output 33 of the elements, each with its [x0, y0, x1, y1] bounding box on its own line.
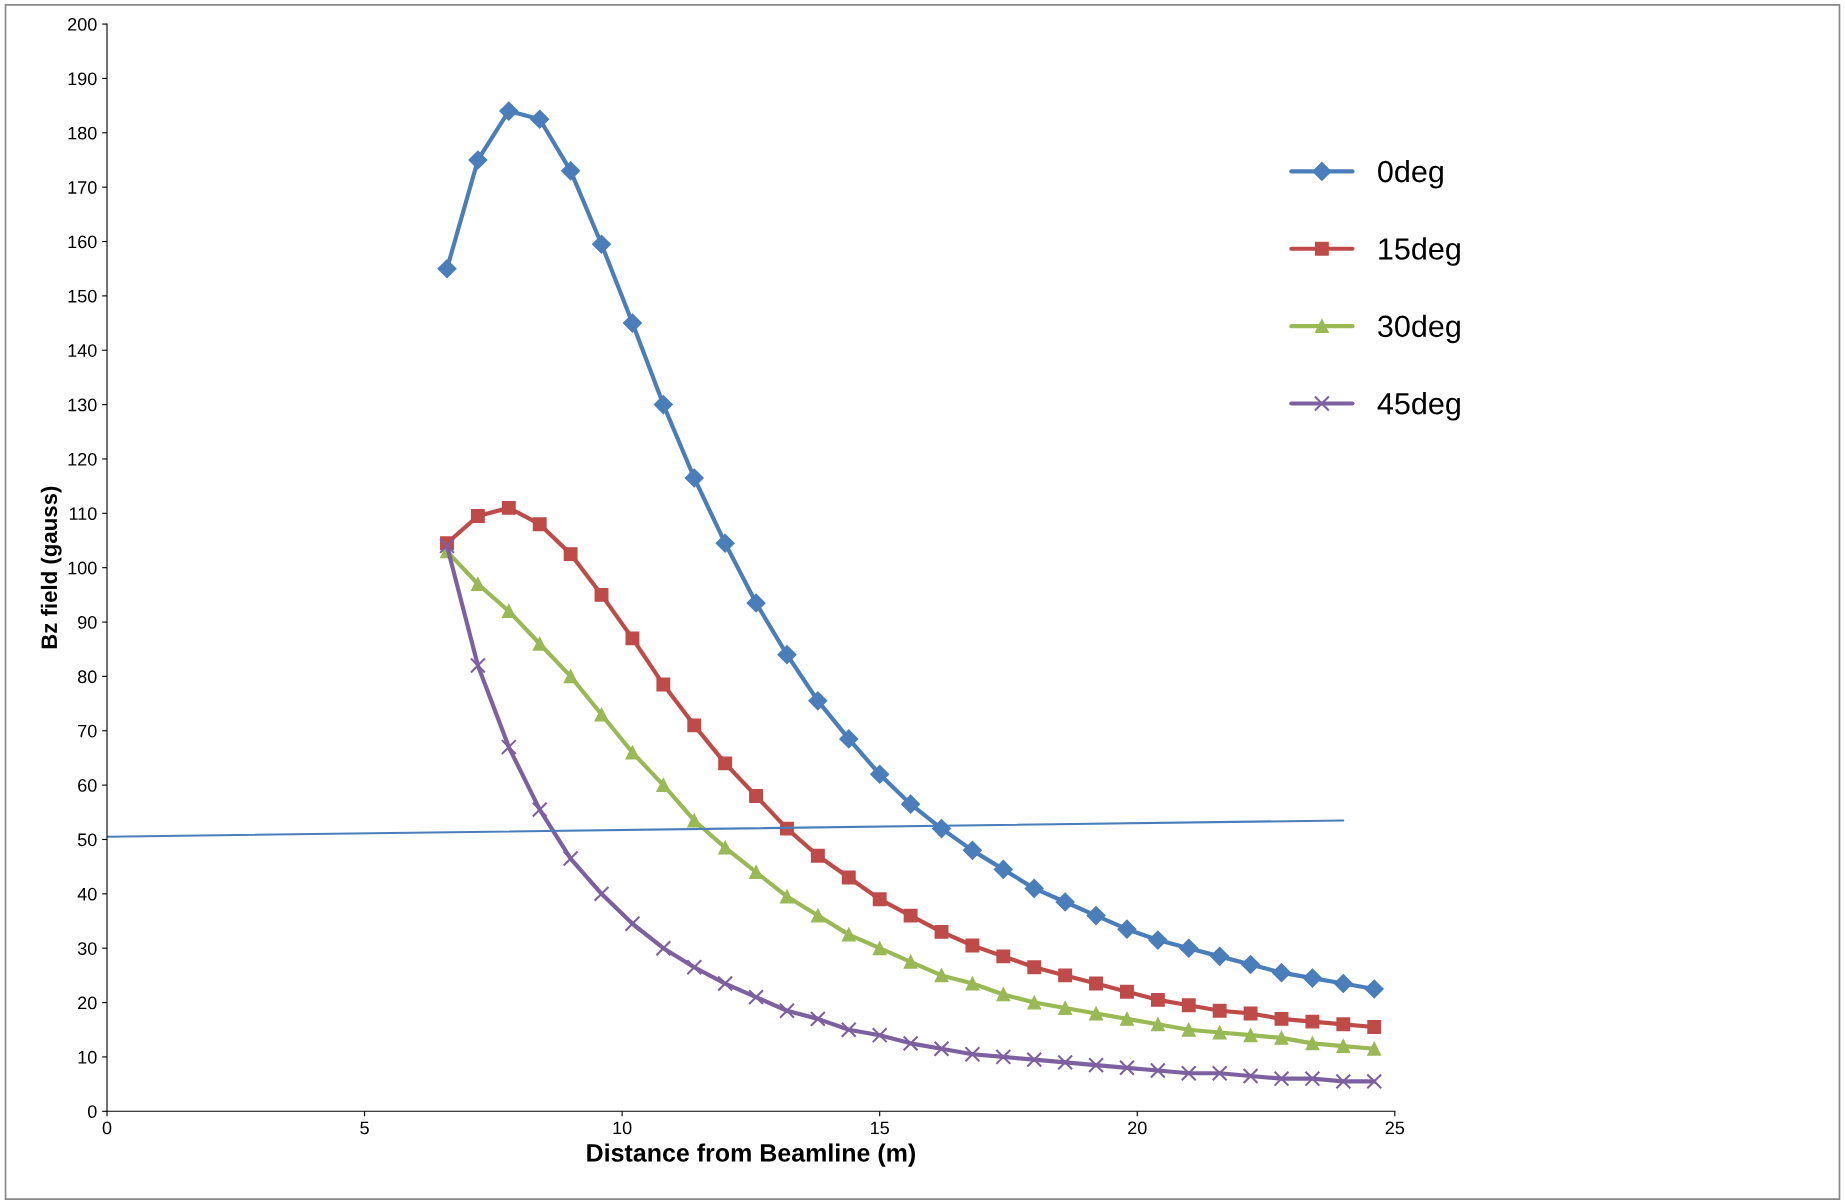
y-tick-label: 140: [68, 344, 97, 357]
x-tick-label: 5: [360, 1121, 369, 1135]
y-tick-label: 100: [68, 561, 97, 575]
y-tick-label: 60: [78, 779, 97, 792]
y-tick-label: 30: [77, 942, 97, 955]
y-tick-label: 20: [78, 996, 97, 1010]
y-tick-label: 190: [68, 72, 97, 86]
y-tick-label: 120: [68, 452, 97, 466]
y-tick-label: 0: [87, 1105, 97, 1119]
y-tick-label: 180: [68, 126, 97, 140]
y-tick-label: 200: [68, 18, 97, 31]
x-tick-label: 10: [613, 1121, 632, 1135]
legend-label: 15deg: [1379, 237, 1460, 266]
x-tick-label: 20: [1128, 1121, 1147, 1135]
x-tick-label: 25: [1385, 1121, 1405, 1135]
y-tick-label: 150: [68, 289, 97, 303]
y-tick-label: 50: [77, 833, 97, 847]
legend-label: 30deg: [1378, 314, 1460, 344]
legend-label: 45deg: [1377, 392, 1460, 421]
y-tick-label: 80: [77, 670, 97, 684]
y-tick-label: 10: [78, 1050, 97, 1064]
y-tick-label: 40: [77, 887, 97, 901]
y-tick-label: 130: [68, 398, 97, 412]
x-tick-label: 15: [871, 1121, 889, 1135]
y-tick-label: 110: [69, 507, 97, 521]
x-axis-title: Distance from Beamline (m): [587, 1143, 915, 1167]
legend-label: 0deg: [1378, 159, 1443, 189]
y-tick-label: 170: [68, 181, 97, 194]
y-tick-label: 70: [78, 724, 97, 738]
x-tick-label: 0: [102, 1121, 112, 1135]
y-tick-label: 90: [78, 615, 97, 629]
y-tick-label: 160: [68, 235, 97, 249]
y-axis-title: Bz field (gauss): [40, 486, 62, 649]
